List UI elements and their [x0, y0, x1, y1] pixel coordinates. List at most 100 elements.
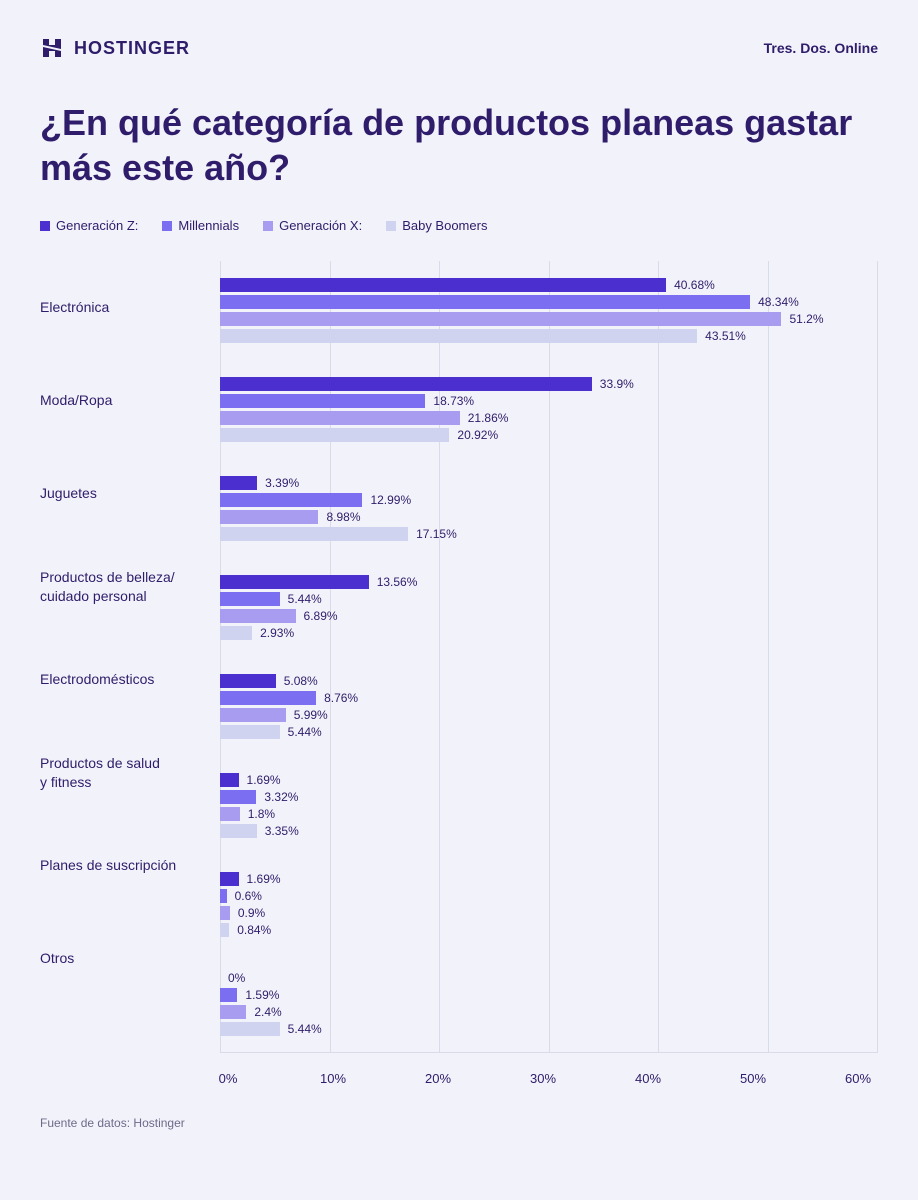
- bar-group: 1.69% 3.32% 1.8% 3.35%: [220, 756, 878, 855]
- legend-label: Generación X:: [279, 218, 362, 233]
- bar-row: 5.44%: [220, 592, 878, 606]
- legend-label: Millennials: [178, 218, 239, 233]
- bar-row: 0%: [220, 971, 878, 985]
- x-tick-label: 10%: [313, 1071, 353, 1086]
- bar-group: 1.69% 0.6% 0.9% 0.84%: [220, 855, 878, 954]
- bar-value: 21.86%: [468, 411, 509, 425]
- bar: [220, 278, 666, 292]
- bar: [220, 411, 460, 425]
- bar: [220, 476, 257, 490]
- bar: [220, 906, 230, 920]
- bar-row: 1.69%: [220, 872, 878, 886]
- bar-row: 12.99%: [220, 493, 878, 507]
- bar-row: 8.98%: [220, 510, 878, 524]
- bar-row: 21.86%: [220, 411, 878, 425]
- bar: [220, 575, 369, 589]
- bar-value: 5.08%: [284, 674, 318, 688]
- bar: [220, 527, 408, 541]
- chart-title: ¿En qué categoría de productos planeas g…: [40, 100, 860, 190]
- legend-label: Baby Boomers: [402, 218, 487, 233]
- bar-row: 0.9%: [220, 906, 878, 920]
- bar-row: 8.76%: [220, 691, 878, 705]
- bar-value: 0.84%: [237, 923, 271, 937]
- bar-row: 18.73%: [220, 394, 878, 408]
- bar: [220, 609, 296, 623]
- bar-row: 33.9%: [220, 377, 878, 391]
- bar-value: 1.59%: [245, 988, 279, 1002]
- bar-row: 40.68%: [220, 278, 878, 292]
- legend-item: Millennials: [162, 218, 239, 233]
- legend-swatch: [386, 221, 396, 231]
- bar-value: 1.69%: [247, 773, 281, 787]
- bar-value: 2.93%: [260, 626, 294, 640]
- bar-value: 5.44%: [288, 725, 322, 739]
- bar: [220, 592, 280, 606]
- plot-area: 40.68% 48.34% 51.2% 43.51% 33.9% 18.73% 21.86%…: [220, 261, 878, 1053]
- legend-swatch: [263, 221, 273, 231]
- bar: [220, 725, 280, 739]
- x-tick-label: 50%: [733, 1071, 773, 1086]
- bar: [220, 377, 592, 391]
- header: HOSTINGER Tres. Dos. Online: [40, 36, 878, 60]
- bar-row: 5.99%: [220, 708, 878, 722]
- category-label: Productos de saludy fitness: [40, 726, 220, 819]
- bar-row: 20.92%: [220, 428, 878, 442]
- bar-value: 3.35%: [265, 824, 299, 838]
- bar-row: 48.34%: [220, 295, 878, 309]
- bar: [220, 1022, 280, 1036]
- bar-group: 33.9% 18.73% 21.86% 20.92%: [220, 360, 878, 459]
- bar-value: 8.98%: [326, 510, 360, 524]
- bar-group: 0% 1.59% 2.4% 5.44%: [220, 954, 878, 1053]
- bar-value: 0.6%: [235, 889, 262, 903]
- bar: [220, 312, 781, 326]
- bar: [220, 626, 252, 640]
- category-label: Electrónica: [40, 261, 220, 354]
- bar: [220, 807, 240, 821]
- category-label: Productos de belleza/cuidado personal: [40, 540, 220, 633]
- bar-value: 8.76%: [324, 691, 358, 705]
- bar-value: 1.8%: [248, 807, 275, 821]
- bar-value: 0.9%: [238, 906, 265, 920]
- legend-label: Generación Z:: [56, 218, 138, 233]
- category-label: Moda/Ropa: [40, 354, 220, 447]
- bar: [220, 394, 425, 408]
- bar-group: 5.08% 8.76% 5.99% 5.44%: [220, 657, 878, 756]
- bar-row: 51.2%: [220, 312, 878, 326]
- bar-value: 40.68%: [674, 278, 715, 292]
- x-tick-label: 60%: [838, 1071, 878, 1086]
- bar: [220, 923, 229, 937]
- legend-swatch: [40, 221, 50, 231]
- bar-row: 1.69%: [220, 773, 878, 787]
- bar: [220, 790, 256, 804]
- legend-item: Baby Boomers: [386, 218, 487, 233]
- bar-value: 18.73%: [433, 394, 474, 408]
- bar-row: 43.51%: [220, 329, 878, 343]
- bar-value: 2.4%: [254, 1005, 281, 1019]
- bar: [220, 708, 286, 722]
- bar: [220, 773, 239, 787]
- x-tick-label: 20%: [418, 1071, 458, 1086]
- bar-row: 5.44%: [220, 725, 878, 739]
- bar-row: 3.32%: [220, 790, 878, 804]
- bar-group: 3.39% 12.99% 8.98% 17.15%: [220, 459, 878, 558]
- bar-value: 17.15%: [416, 527, 457, 541]
- bar: [220, 1005, 246, 1019]
- chart: ElectrónicaModa/RopaJuguetesProductos de…: [40, 261, 878, 1053]
- legend-item: Generación X:: [263, 218, 362, 233]
- bar-value: 3.39%: [265, 476, 299, 490]
- bar-value: 48.34%: [758, 295, 799, 309]
- legend-swatch: [162, 221, 172, 231]
- bar-value: 5.44%: [288, 1022, 322, 1036]
- bar-row: 1.8%: [220, 807, 878, 821]
- bar: [220, 510, 318, 524]
- bar-row: 13.56%: [220, 575, 878, 589]
- bar-value: 3.32%: [264, 790, 298, 804]
- legend: Generación Z: Millennials Generación X: Bab…: [40, 218, 878, 233]
- category-label: Juguetes: [40, 447, 220, 540]
- bar: [220, 872, 239, 886]
- bar-value: 13.56%: [377, 575, 418, 589]
- bar-group: 40.68% 48.34% 51.2% 43.51%: [220, 261, 878, 360]
- bar-value: 6.89%: [304, 609, 338, 623]
- category-label: Planes de suscripción: [40, 819, 220, 912]
- bar-row: 1.59%: [220, 988, 878, 1002]
